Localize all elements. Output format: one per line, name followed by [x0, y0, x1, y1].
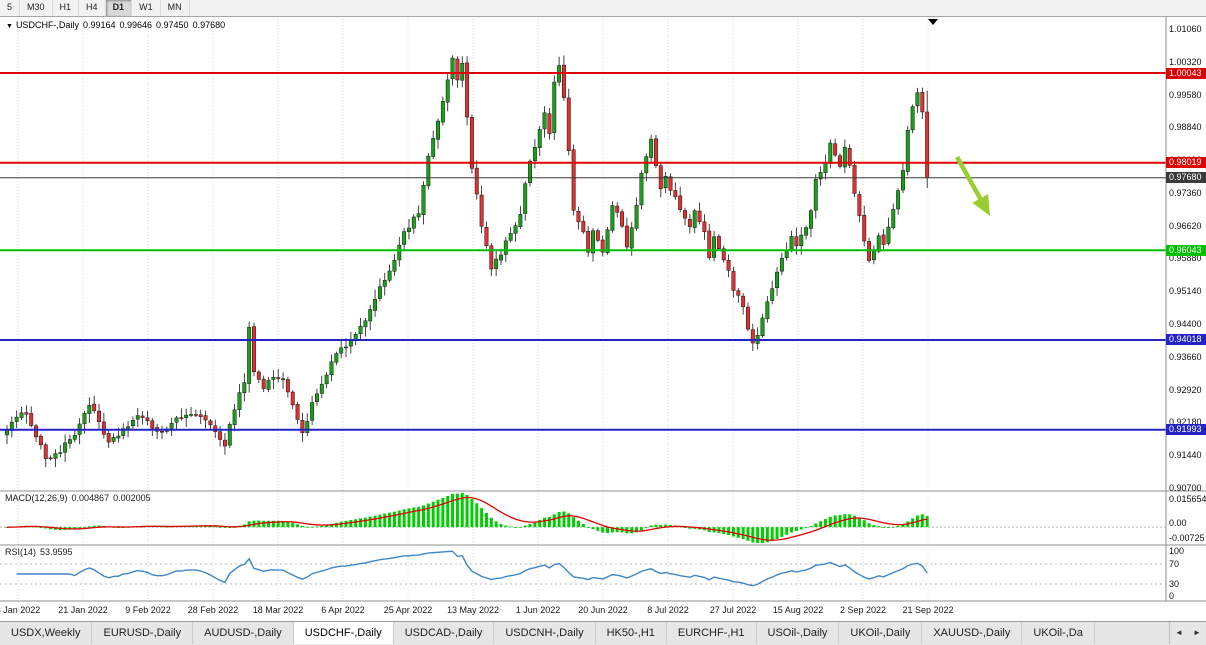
time-axis[interactable]: 3 Jan 2022 21 Jan 2022 9 Feb 2022 28 Feb 20…	[0, 601, 1166, 621]
date-label: 18 Mar 2022	[252, 605, 304, 615]
macd-axis-zero-label: 0.00	[1169, 518, 1187, 529]
symbol-tab-usdchf-daily[interactable]: USDCHF-,Daily	[293, 622, 394, 644]
quote-close: 0.97680	[192, 20, 226, 30]
symbol-tab-usoil-daily[interactable]: USOil-,Daily	[756, 622, 840, 644]
quote-low: 0.97450	[156, 20, 189, 30]
rsi-value: 53.9595	[40, 547, 73, 557]
rsi-indicator-label: RSI(14) 53.9595	[5, 547, 77, 557]
price-tag-resistance-lower: 0.98019	[1166, 157, 1206, 169]
symbol-tab-usdcnh-daily[interactable]: USDCNH-,Daily	[494, 622, 596, 644]
quote-open: 0.99164	[82, 20, 116, 30]
price-tick: 0.94400	[1169, 319, 1202, 330]
rsi-axis-label-100: 100	[1169, 546, 1185, 556]
date-label: 1 Jun 2022	[515, 605, 561, 615]
symbol-tab-eurusd-daily[interactable]: EURUSD-,Daily	[92, 622, 194, 644]
timeframe-button-d1[interactable]: D1	[105, 0, 133, 16]
macd-axis-max-label: 0.015654	[1169, 494, 1206, 504]
one-click-trading-icon[interactable]: ▼	[6, 23, 13, 30]
timeframe-toolbar: 5 M30 H1 H4 D1 W1 MN	[0, 0, 1206, 17]
date-label: 8 Jul 2022	[647, 605, 689, 615]
date-label: 6 Apr 2022	[321, 605, 365, 615]
date-label: 9 Feb 2022	[125, 605, 171, 615]
timeframe-button-mn[interactable]: MN	[161, 0, 190, 16]
date-label: 3 Jan 2022	[0, 605, 41, 615]
date-label: 20 Jun 2022	[578, 605, 628, 615]
chart-title: ▼ USDCHF-,Daily 0.99164 0.99646 0.97450 0.976…	[6, 20, 229, 30]
date-label: 21 Jan 2022	[58, 605, 108, 615]
symbol-tab-bar: USDX,Weekly EURUSD-,Daily AUDUSD-,Daily USD…	[0, 621, 1206, 645]
price-tick: 0.90700	[1169, 483, 1202, 493]
tab-scroll-right-icon[interactable]: ►	[1193, 628, 1201, 637]
date-label: 13 May 2022	[446, 605, 500, 615]
price-tick: 0.98840	[1169, 122, 1202, 133]
macd-axis-min-label: -0.00725	[1169, 533, 1205, 543]
rsi-name: RSI(14)	[5, 547, 37, 557]
date-label: 25 Apr 2022	[383, 605, 433, 615]
date-label: 15 Aug 2022	[772, 605, 824, 615]
chart-shift-marker-icon[interactable]	[928, 19, 938, 25]
symbol-tabs: USDX,Weekly EURUSD-,Daily AUDUSD-,Daily USD…	[0, 622, 1206, 644]
price-tick: 0.92180	[1169, 417, 1202, 428]
price-tick: 0.95140	[1169, 286, 1202, 297]
timeframe-button-h1[interactable]: H1	[53, 0, 80, 16]
symbol-tab-usdx-weekly[interactable]: USDX,Weekly	[0, 622, 93, 644]
timeframe-button-5[interactable]: 5	[0, 0, 21, 16]
rsi-axis-label-30: 30	[1169, 579, 1180, 589]
price-tick: 0.97360	[1169, 187, 1202, 198]
price-tick: 1.01060	[1169, 23, 1202, 34]
price-tag-support-blue-2: 0.91993	[1166, 424, 1206, 436]
price-tick: 0.92920	[1169, 384, 1202, 395]
timeframe-button-w1[interactable]: W1	[132, 0, 161, 16]
symbol-tab-eurchf-h1[interactable]: EURCHF-,H1	[666, 622, 757, 644]
symbol-tab-ukoil-da[interactable]: UKOil-,Da	[1022, 622, 1095, 644]
timeframe-button-m30[interactable]: M30	[20, 0, 53, 16]
macd-histogram	[5, 493, 929, 543]
tab-scroll-arrows: ◄ ►	[1169, 622, 1206, 644]
macd-indicator-label: MACD(12,26,9) 0.004867 0.002005	[5, 493, 155, 503]
price-tag-resistance-upper: 1.00043	[1166, 67, 1206, 79]
rsi-line	[16, 550, 928, 587]
arrow-annotation[interactable]	[955, 155, 991, 217]
date-label: 2 Sep 2022	[839, 605, 887, 615]
price-tag-support-green: 0.96043	[1166, 244, 1206, 256]
quote-high: 0.99646	[119, 20, 153, 30]
chart-canvas[interactable]	[0, 0, 1206, 621]
rsi-axis-label-0: 0	[1169, 591, 1175, 601]
candlestick-series	[5, 55, 930, 468]
price-tag-support-blue-1: 0.94018	[1166, 334, 1206, 346]
chart-overlay: ▼ USDCHF-,Daily 0.99164 0.99646 0.97450 0.976…	[0, 0, 1206, 621]
price-tag-current-price: 0.97680	[1166, 172, 1206, 184]
tab-scroll-left-icon[interactable]: ◄	[1175, 628, 1183, 637]
rsi-axis-label-70: 70	[1169, 559, 1180, 569]
symbol-period-label: USDCHF-,Daily	[15, 20, 79, 30]
timeframe-button-h4[interactable]: H4	[79, 0, 106, 16]
macd-signal-line	[6, 496, 928, 541]
price-tick: 0.95880	[1169, 253, 1202, 264]
price-tick: 0.91440	[1169, 450, 1202, 461]
macd-name: MACD(12,26,9)	[5, 493, 68, 503]
macd-main-value: 0.004867	[71, 493, 110, 503]
macd-signal-value: 0.002005	[113, 493, 151, 503]
price-tick: 0.99580	[1169, 89, 1202, 100]
price-tick: 1.00320	[1169, 56, 1202, 67]
date-label: 21 Sep 2022	[902, 605, 954, 615]
symbol-tab-xauusd-daily[interactable]: XAUUSD-,Daily	[922, 622, 1023, 644]
symbol-tab-usdcad-daily[interactable]: USDCAD-,Daily	[393, 622, 495, 644]
symbol-tab-audusd-daily[interactable]: AUDUSD-,Daily	[193, 622, 294, 644]
symbol-tab-hk50-h1[interactable]: HK50-,H1	[595, 622, 667, 644]
date-label: 28 Feb 2022	[187, 605, 239, 615]
date-label: 27 Jul 2022	[709, 605, 757, 615]
price-tick: 0.96620	[1169, 220, 1202, 231]
price-tick: 0.93660	[1169, 351, 1202, 362]
symbol-tab-ukoil-daily[interactable]: UKOil-,Daily	[839, 622, 923, 644]
price-axis[interactable]: 1.010601.003200.995800.988400.981000.973…	[1166, 0, 1206, 621]
